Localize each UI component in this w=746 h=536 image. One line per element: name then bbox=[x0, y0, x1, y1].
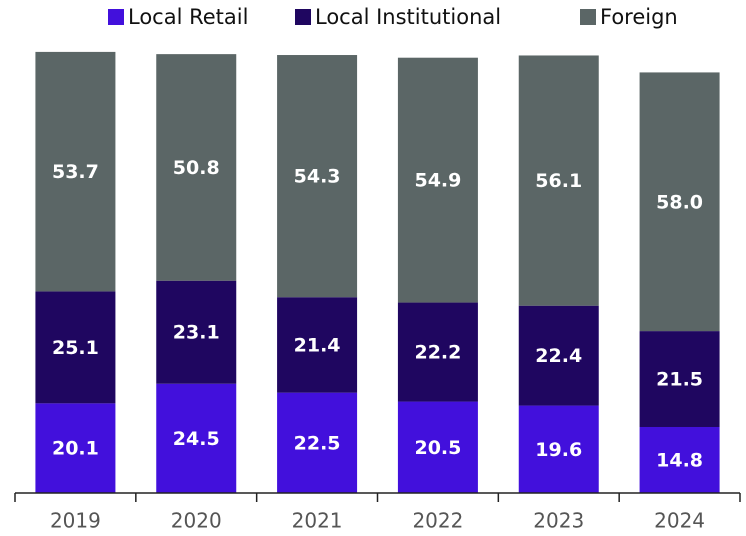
x-tick-label: 2024 bbox=[654, 509, 705, 533]
x-tick-label: 2021 bbox=[292, 509, 343, 533]
bar-segment bbox=[156, 280, 237, 384]
data-label: 54.3 bbox=[294, 166, 341, 188]
data-label: 21.4 bbox=[294, 334, 341, 356]
data-label: 22.4 bbox=[535, 345, 582, 367]
data-label: 21.5 bbox=[656, 369, 703, 391]
bar-segment bbox=[156, 383, 237, 493]
data-label: 50.8 bbox=[173, 157, 220, 179]
x-tick-label: 2023 bbox=[533, 509, 584, 533]
data-label: 56.1 bbox=[535, 170, 582, 192]
bar-segment bbox=[277, 392, 358, 493]
bar-segment bbox=[518, 55, 599, 306]
x-tick-label: 2019 bbox=[50, 509, 101, 533]
data-label: 20.5 bbox=[414, 437, 461, 459]
data-label: 22.5 bbox=[294, 432, 341, 454]
data-label: 24.5 bbox=[173, 428, 220, 450]
data-label: 53.7 bbox=[52, 161, 99, 183]
legend-swatch bbox=[295, 9, 311, 25]
data-label: 23.1 bbox=[173, 322, 220, 344]
x-tick-label: 2022 bbox=[412, 509, 463, 533]
x-tick-label: 2020 bbox=[171, 509, 222, 533]
bar-segment bbox=[35, 403, 116, 493]
legend-swatch bbox=[580, 9, 596, 25]
data-label: 25.1 bbox=[52, 337, 99, 359]
legend-label: Local Retail bbox=[128, 5, 248, 29]
bar-segment bbox=[518, 405, 599, 493]
bar-segment bbox=[397, 401, 478, 493]
bar-segment bbox=[35, 51, 116, 292]
bar-segment bbox=[156, 54, 237, 281]
bar-segment bbox=[639, 72, 720, 332]
data-label: 54.9 bbox=[414, 170, 461, 192]
bar-segment bbox=[639, 426, 720, 493]
bar-segment bbox=[518, 305, 599, 406]
data-label: 20.1 bbox=[52, 438, 99, 460]
bar-segment bbox=[277, 55, 358, 298]
bar-segment bbox=[35, 291, 116, 404]
bar-segment bbox=[397, 302, 478, 402]
legend-swatch bbox=[108, 9, 124, 25]
legend-label: Local Institutional bbox=[315, 5, 501, 29]
bar-segment bbox=[277, 297, 358, 393]
legend-label: Foreign bbox=[600, 5, 678, 29]
data-label: 22.2 bbox=[414, 342, 461, 364]
bar-segment bbox=[639, 331, 720, 427]
bar-segment bbox=[397, 57, 478, 303]
data-label: 14.8 bbox=[656, 449, 703, 471]
data-label: 58.0 bbox=[656, 191, 703, 213]
data-label: 19.6 bbox=[535, 439, 582, 461]
